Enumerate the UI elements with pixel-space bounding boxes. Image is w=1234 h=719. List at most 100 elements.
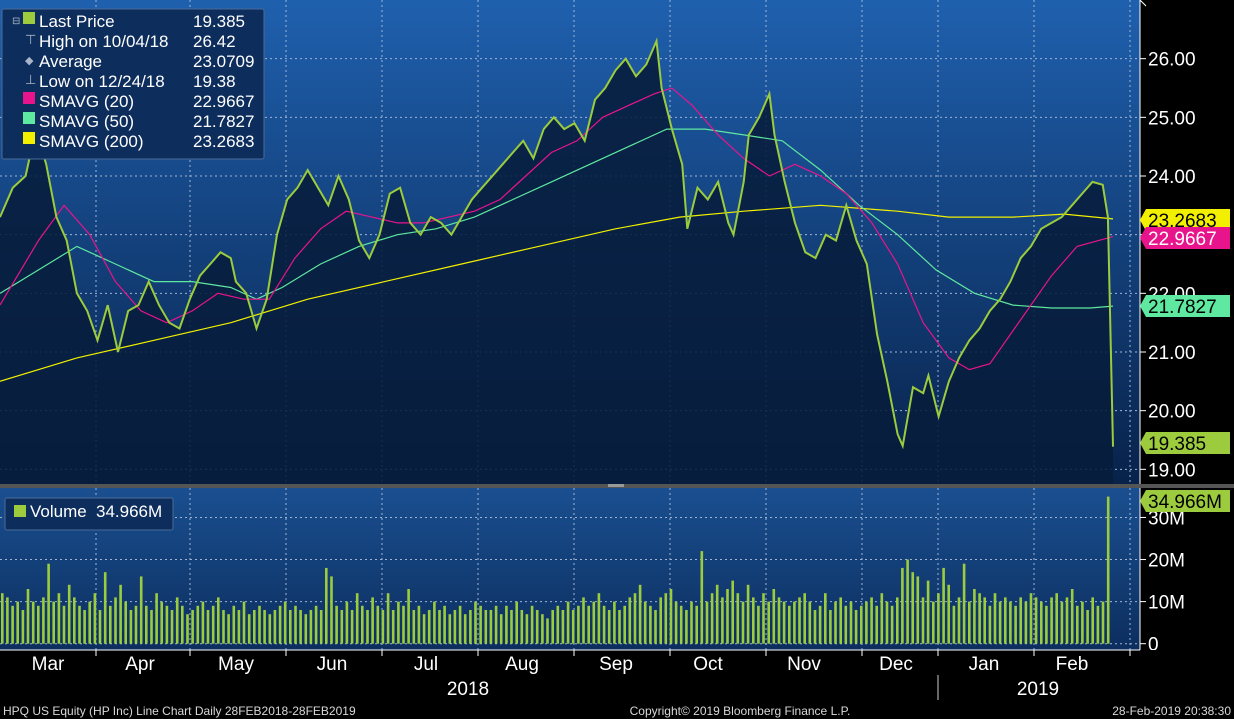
- volume-bar: [407, 589, 410, 644]
- volume-legend[interactable]: Volume 34.966M: [4, 497, 174, 531]
- legend-entry[interactable]: Last Price 19.385: [23, 12, 245, 31]
- volume-bar: [546, 618, 549, 644]
- volume-bar: [1065, 597, 1069, 644]
- legend-entry[interactable]: SMAVG (20) 22.9667: [23, 92, 254, 111]
- volume-bar: [232, 605, 236, 644]
- volume-bar: [438, 610, 441, 644]
- volume-bar: [947, 584, 950, 644]
- collapse-icon[interactable]: ⊟: [12, 16, 20, 27]
- high-marker-icon: ⊤: [25, 32, 36, 47]
- legend-box: [4, 497, 174, 531]
- month-label: Aug: [505, 654, 539, 675]
- volume-bar: [433, 601, 436, 644]
- legend-label: Volume: [30, 502, 87, 521]
- smavg-50-line: [0, 128, 1114, 309]
- volume-bar: [885, 601, 889, 644]
- volume-bar: [880, 593, 884, 644]
- volume-bar: [602, 605, 606, 644]
- legend-entry[interactable]: ⊤ High on 10/04/18 26.42: [25, 32, 236, 51]
- volume-bar: [1081, 601, 1084, 644]
- volume-bar: [849, 601, 853, 644]
- volume-bar: [834, 601, 837, 644]
- legend-entry[interactable]: ◆ Average 23.0709: [25, 52, 254, 71]
- volume-bar: [88, 601, 91, 644]
- volume-bar: [340, 610, 344, 644]
- low-marker-icon: ⊥: [25, 72, 36, 87]
- volume-bar: [186, 614, 189, 644]
- volume-bar: [1045, 605, 1048, 644]
- volume-bar: [21, 610, 25, 644]
- volume-bar: [83, 610, 86, 644]
- volume-bar: [829, 610, 832, 644]
- volume-bar: [757, 605, 760, 644]
- volume-bar: [366, 610, 369, 644]
- volume-bar: [592, 601, 596, 644]
- price-tick-label: 19.00: [1148, 460, 1196, 481]
- volume-bar: [109, 605, 112, 644]
- volume-bar: [253, 610, 256, 644]
- volume-bar: [649, 605, 652, 644]
- legend-label: SMAVG (200): [39, 132, 144, 151]
- volume-bar: [1034, 597, 1038, 644]
- price-tick-label: 20.00: [1148, 402, 1196, 423]
- volume-bar: [1070, 589, 1074, 644]
- legend-entry[interactable]: ⊥ Low on 12/24/18 19.38: [25, 72, 236, 91]
- volume-bar: [618, 610, 621, 644]
- volume-bar: [998, 601, 1002, 644]
- volume-bar: [1040, 601, 1043, 644]
- price-tick-label: 24.00: [1148, 167, 1196, 188]
- footer-chart-description: HPQ US Equity (HP Inc) Line Chart Daily …: [3, 704, 356, 718]
- tag-background: [1140, 227, 1230, 249]
- legend-value: 19.385: [193, 12, 245, 31]
- volume-bar: [721, 597, 724, 644]
- volume-bar: [607, 610, 611, 644]
- volume-bar: [211, 605, 215, 644]
- volume-bar: [932, 601, 935, 644]
- volume-bar: [623, 605, 626, 644]
- volume-bar: [170, 610, 174, 644]
- legend-entry[interactable]: SMAVG (200) 23.2683: [23, 132, 254, 151]
- volume-bar: [937, 593, 940, 644]
- legend-swatch-icon: [14, 505, 26, 517]
- volume-bar: [679, 605, 683, 644]
- volume-bar: [685, 610, 688, 644]
- panel-divider-grip[interactable]: [608, 484, 624, 487]
- volume-bar: [474, 601, 477, 644]
- volume-bar: [165, 605, 169, 644]
- volume-bar: [767, 601, 770, 644]
- volume-bar: [870, 597, 873, 644]
- volume-bar: [11, 605, 14, 644]
- volume-bar: [695, 605, 698, 644]
- volume-bar: [654, 610, 657, 644]
- volume-bar: [582, 597, 585, 644]
- volume-bar: [731, 580, 734, 644]
- volume-bar: [762, 593, 765, 644]
- volume-bar: [988, 605, 992, 644]
- volume-bar: [788, 605, 791, 644]
- volume-bar: [448, 614, 452, 644]
- legend-entry[interactable]: SMAVG (50) 21.7827: [23, 112, 254, 131]
- price-legend[interactable]: ⊟ Last Price 19.385⊤ High on 10/04/18 26.42◆…: [1, 8, 265, 160]
- volume-bar: [659, 597, 662, 644]
- legend-swatch-icon: [23, 132, 35, 144]
- month-label: May: [218, 654, 254, 675]
- volume-bar: [962, 563, 966, 644]
- last-value-tag: 22.9667: [1140, 227, 1230, 250]
- volume-bar: [556, 605, 560, 644]
- volume-bar: [736, 593, 740, 644]
- tag-value: 23.2683: [1148, 211, 1217, 232]
- month-label: Dec: [879, 654, 913, 675]
- volume-tick-label: 0: [1148, 635, 1159, 656]
- volume-bar: [674, 601, 678, 644]
- volume-bar: [921, 597, 925, 644]
- volume-bar: [417, 605, 421, 644]
- volume-bar: [613, 601, 616, 644]
- volume-bar: [139, 576, 143, 644]
- tag-value: 22.9667: [1148, 229, 1217, 250]
- volume-bar: [469, 610, 472, 644]
- volume-bar: [57, 593, 61, 644]
- volume-bar: [489, 610, 493, 644]
- legend-label: SMAVG (50): [39, 112, 134, 131]
- volume-bar: [289, 610, 292, 644]
- legend-label: SMAVG (20): [39, 92, 134, 111]
